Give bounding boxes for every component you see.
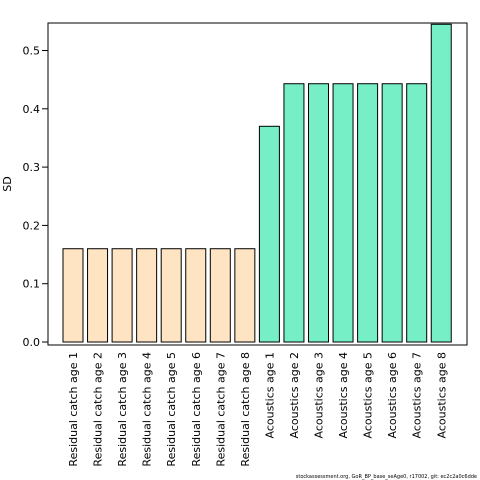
x-tick-label-12: Acoustics age 4 (337, 352, 350, 438)
x-tick-label-9: Acoustics age 1 (263, 352, 276, 438)
bar-16 (430, 23, 452, 343)
bar-4 (136, 248, 158, 343)
y-tick-label-1: 0.1 (23, 278, 41, 291)
x-tick-label-16: Acoustics age 8 (435, 352, 448, 438)
bar-14 (381, 83, 403, 343)
x-tick-label-11: Acoustics age 3 (313, 352, 326, 438)
y-axis-label: SD (1, 176, 14, 191)
bar-3 (111, 248, 133, 343)
bar-7 (209, 248, 231, 343)
x-tick-label-4: Residual catch age 4 (141, 352, 154, 467)
y-tick-label-4: 0.4 (23, 103, 41, 116)
bar-1 (62, 248, 84, 343)
bars (62, 23, 452, 343)
bar-15 (406, 83, 428, 343)
bar-6 (185, 248, 207, 343)
x-tick-label-13: Acoustics age 5 (362, 352, 375, 438)
x-tick-label-15: Acoustics age 7 (411, 352, 424, 438)
y-tick-label-3: 0.3 (23, 161, 41, 174)
bar-5 (160, 248, 182, 343)
x-tick-labels: Residual catch age 1 Residual catch age 2… (67, 352, 448, 467)
x-tick-label-7: Residual catch age 7 (214, 352, 227, 467)
bar-12 (332, 83, 354, 343)
footer-note: stockassessment.org, GoR_BP_base_seAge0,… (295, 474, 477, 480)
x-tick-label-2: Residual catch age 2 (92, 352, 105, 467)
x-tick-label-5: Residual catch age 5 (165, 352, 178, 467)
y-axis: 0.0 0.1 0.2 0.3 0.4 0.5 (23, 45, 48, 349)
x-tick-label-14: Acoustics age 6 (386, 352, 399, 438)
x-tick-label-3: Residual catch age 3 (116, 352, 129, 467)
plot-frame (47, 22, 468, 346)
bar-9 (258, 125, 280, 343)
y-tick-label-2: 0.2 (23, 219, 41, 232)
x-tick-label-10: Acoustics age 2 (288, 352, 301, 438)
bar-11 (308, 83, 329, 343)
bar-13 (357, 83, 379, 343)
bar-8 (234, 248, 256, 343)
bar-10 (283, 83, 305, 343)
bar-2 (87, 248, 109, 343)
y-tick-label-5: 0.5 (23, 45, 41, 58)
x-tick-label-6: Residual catch age 6 (190, 352, 203, 467)
x-tick-label-1: Residual catch age 1 (67, 352, 80, 467)
x-tick-label-8: Residual catch age 8 (239, 352, 252, 467)
y-tick-label-0: 0.0 (23, 336, 41, 349)
